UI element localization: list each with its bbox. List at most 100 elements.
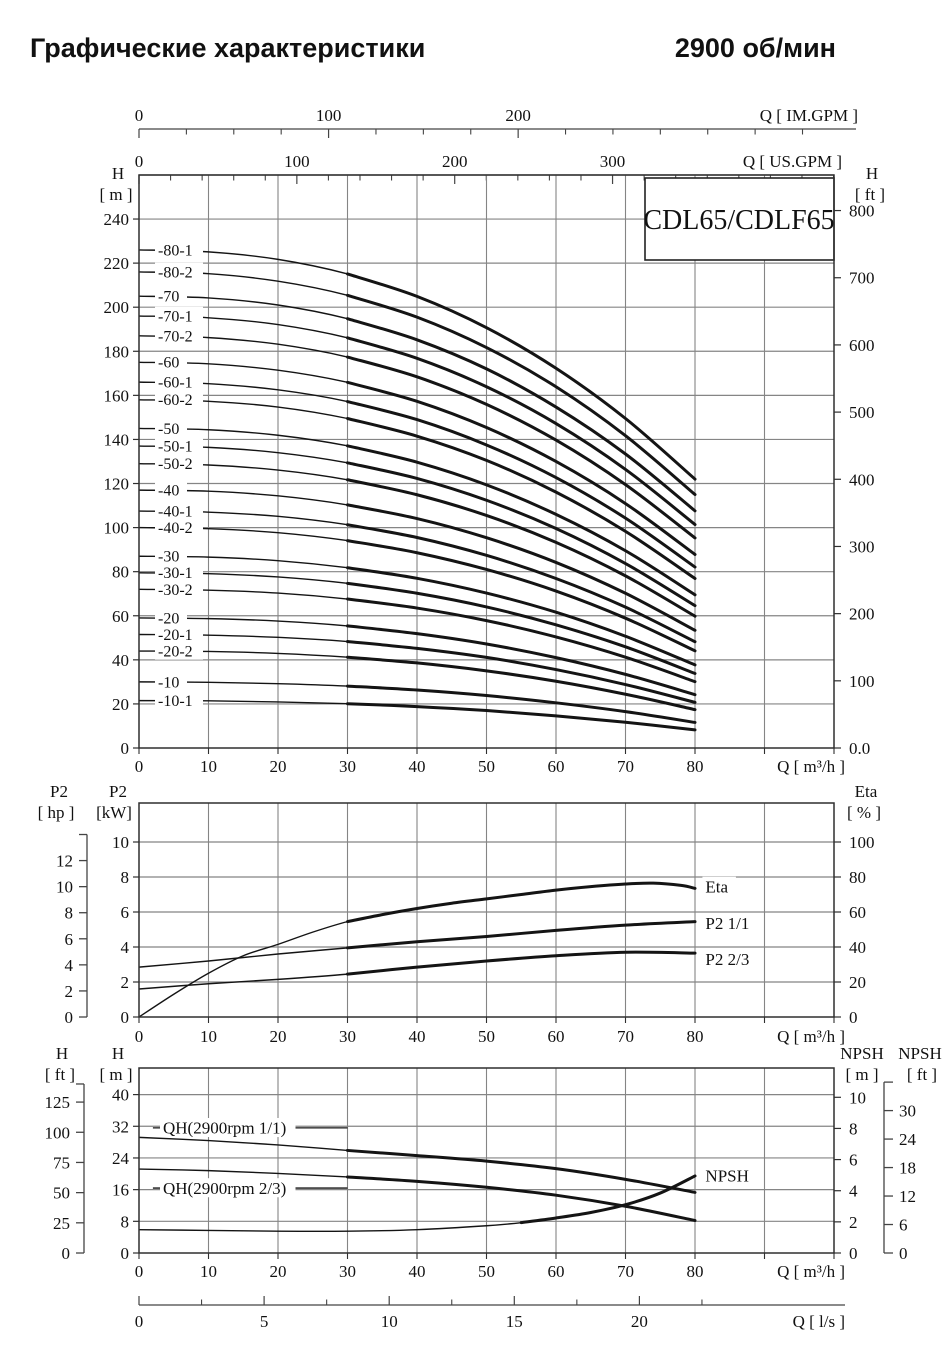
svg-text:15: 15 xyxy=(506,1312,523,1331)
svg-text:40: 40 xyxy=(849,938,866,957)
svg-text:0: 0 xyxy=(135,1262,144,1281)
svg-text:80: 80 xyxy=(112,563,129,582)
svg-text:[ ft ]: [ ft ] xyxy=(45,1065,75,1084)
svg-text:[ m ]: [ m ] xyxy=(99,1065,132,1084)
curve-60-operating-range xyxy=(346,380,697,556)
curve-label-20-2: -20-2 xyxy=(158,643,193,660)
svg-text:2: 2 xyxy=(849,1213,858,1232)
svg-text:10: 10 xyxy=(849,1088,866,1107)
svg-text:60: 60 xyxy=(548,757,565,776)
svg-text:0: 0 xyxy=(135,106,144,125)
svg-text:100: 100 xyxy=(316,106,342,125)
svg-text:125: 125 xyxy=(45,1093,71,1112)
svg-text:4: 4 xyxy=(121,938,130,957)
rpm-label: 2900 об/мин xyxy=(674,33,836,63)
curve-70-operating-range xyxy=(346,317,697,513)
svg-text:120: 120 xyxy=(104,475,130,494)
svg-text:10: 10 xyxy=(56,878,73,897)
curve-NPSH-operating-range xyxy=(519,1174,697,1225)
curve-QH-2900rpm-2-3--operating-range xyxy=(346,1175,697,1223)
svg-text:P2: P2 xyxy=(50,782,68,801)
svg-text:0: 0 xyxy=(121,1008,130,1027)
svg-text:200: 200 xyxy=(442,152,468,171)
svg-text:50: 50 xyxy=(478,757,495,776)
svg-text:60: 60 xyxy=(548,1027,565,1046)
svg-text:100: 100 xyxy=(45,1123,71,1142)
curve-label-80-1: -80-1 xyxy=(158,242,193,259)
svg-text:2: 2 xyxy=(65,982,74,1001)
head-chart: -80-1-80-2-70-70-1-70-2-60-60-1-60-2-50-… xyxy=(99,164,885,776)
curve-label-P2-2-3: P2 2/3 xyxy=(705,950,749,969)
svg-text:100: 100 xyxy=(849,833,875,852)
svg-text:P2: P2 xyxy=(109,782,127,801)
svg-text:10: 10 xyxy=(200,757,217,776)
curve-20-operating-range xyxy=(346,624,697,697)
svg-text:70: 70 xyxy=(617,757,634,776)
svg-text:100: 100 xyxy=(104,519,130,538)
curve-QH-2900rpm-1-1--operating-range xyxy=(346,1148,697,1194)
svg-text:NPSH: NPSH xyxy=(840,1044,883,1063)
svg-text:50: 50 xyxy=(53,1184,70,1203)
curve-label-30-2: -30-2 xyxy=(158,582,193,599)
curve-label-80-2: -80-2 xyxy=(158,264,193,281)
svg-text:12: 12 xyxy=(56,852,73,871)
svg-text:32: 32 xyxy=(112,1117,129,1136)
curve-label-20: -20 xyxy=(158,610,179,627)
svg-text:70: 70 xyxy=(617,1027,634,1046)
curve-label-40: -40 xyxy=(158,483,179,500)
curve-P2-2-3-operating-range xyxy=(346,950,697,976)
svg-text:30: 30 xyxy=(339,1027,356,1046)
curve-label-QH-2900rpm-2-3-: QH(2900rpm 2/3) xyxy=(163,1179,286,1198)
svg-text:0: 0 xyxy=(121,739,130,758)
curve-label-70: -70 xyxy=(158,289,179,306)
svg-text:25: 25 xyxy=(53,1214,70,1233)
svg-text:0: 0 xyxy=(65,1008,74,1027)
svg-text:[ m ]: [ m ] xyxy=(99,185,132,204)
curve-40-1-operating-range xyxy=(346,523,697,644)
svg-text:10: 10 xyxy=(112,833,129,852)
svg-text:20: 20 xyxy=(112,695,129,714)
svg-text:160: 160 xyxy=(104,386,130,405)
npsh-chart: QH(2900rpm 1/1)QH(2900rpm 2/3)NPSH081624… xyxy=(45,1044,942,1281)
curve-50-2-operating-range xyxy=(346,478,697,618)
svg-text:60: 60 xyxy=(849,903,866,922)
svg-text:40: 40 xyxy=(112,1086,129,1105)
curve-40-operating-range xyxy=(346,503,697,632)
curve-30-operating-range xyxy=(346,566,697,667)
svg-text:200: 200 xyxy=(104,298,130,317)
curve-label-30: -30 xyxy=(158,549,179,566)
svg-text:30: 30 xyxy=(339,1262,356,1281)
svg-text:0: 0 xyxy=(121,1244,130,1263)
page-title: Графические характеристики xyxy=(30,33,426,63)
svg-text:0: 0 xyxy=(135,757,144,776)
svg-text:50: 50 xyxy=(478,1027,495,1046)
svg-text:600: 600 xyxy=(849,336,875,355)
svg-text:24: 24 xyxy=(112,1149,130,1168)
curve-40-2-operating-range xyxy=(346,539,697,653)
curve-30-1-operating-range xyxy=(346,581,697,676)
curve-label-20-1: -20-1 xyxy=(158,627,193,644)
curve-label-50: -50 xyxy=(158,421,179,438)
svg-text:50: 50 xyxy=(478,1262,495,1281)
svg-text:80: 80 xyxy=(687,1262,704,1281)
svg-text:70: 70 xyxy=(617,1262,634,1281)
svg-text:300: 300 xyxy=(849,537,875,556)
curve-80-2-operating-range xyxy=(346,293,697,497)
svg-text:16: 16 xyxy=(112,1181,129,1200)
svg-text:60: 60 xyxy=(112,607,129,626)
svg-text:0: 0 xyxy=(135,1312,144,1331)
curve-30-2-operating-range xyxy=(346,597,697,684)
svg-text:0: 0 xyxy=(899,1244,908,1263)
curve-label-QH-2900rpm-1-1-: QH(2900rpm 1/1) xyxy=(163,1119,286,1138)
curve-60-2-operating-range xyxy=(346,417,697,581)
svg-text:6: 6 xyxy=(65,930,74,949)
svg-text:8: 8 xyxy=(65,904,74,923)
curve-70-2-operating-range xyxy=(346,355,697,540)
curve-label-70-1: -70-1 xyxy=(158,308,193,325)
flow-axis-unit-label: Q [ m³/h ] xyxy=(777,757,845,776)
svg-text:30: 30 xyxy=(339,757,356,776)
svg-text:[ ft ]: [ ft ] xyxy=(907,1065,937,1084)
curve-P2-1-1-operating-range xyxy=(346,920,697,950)
